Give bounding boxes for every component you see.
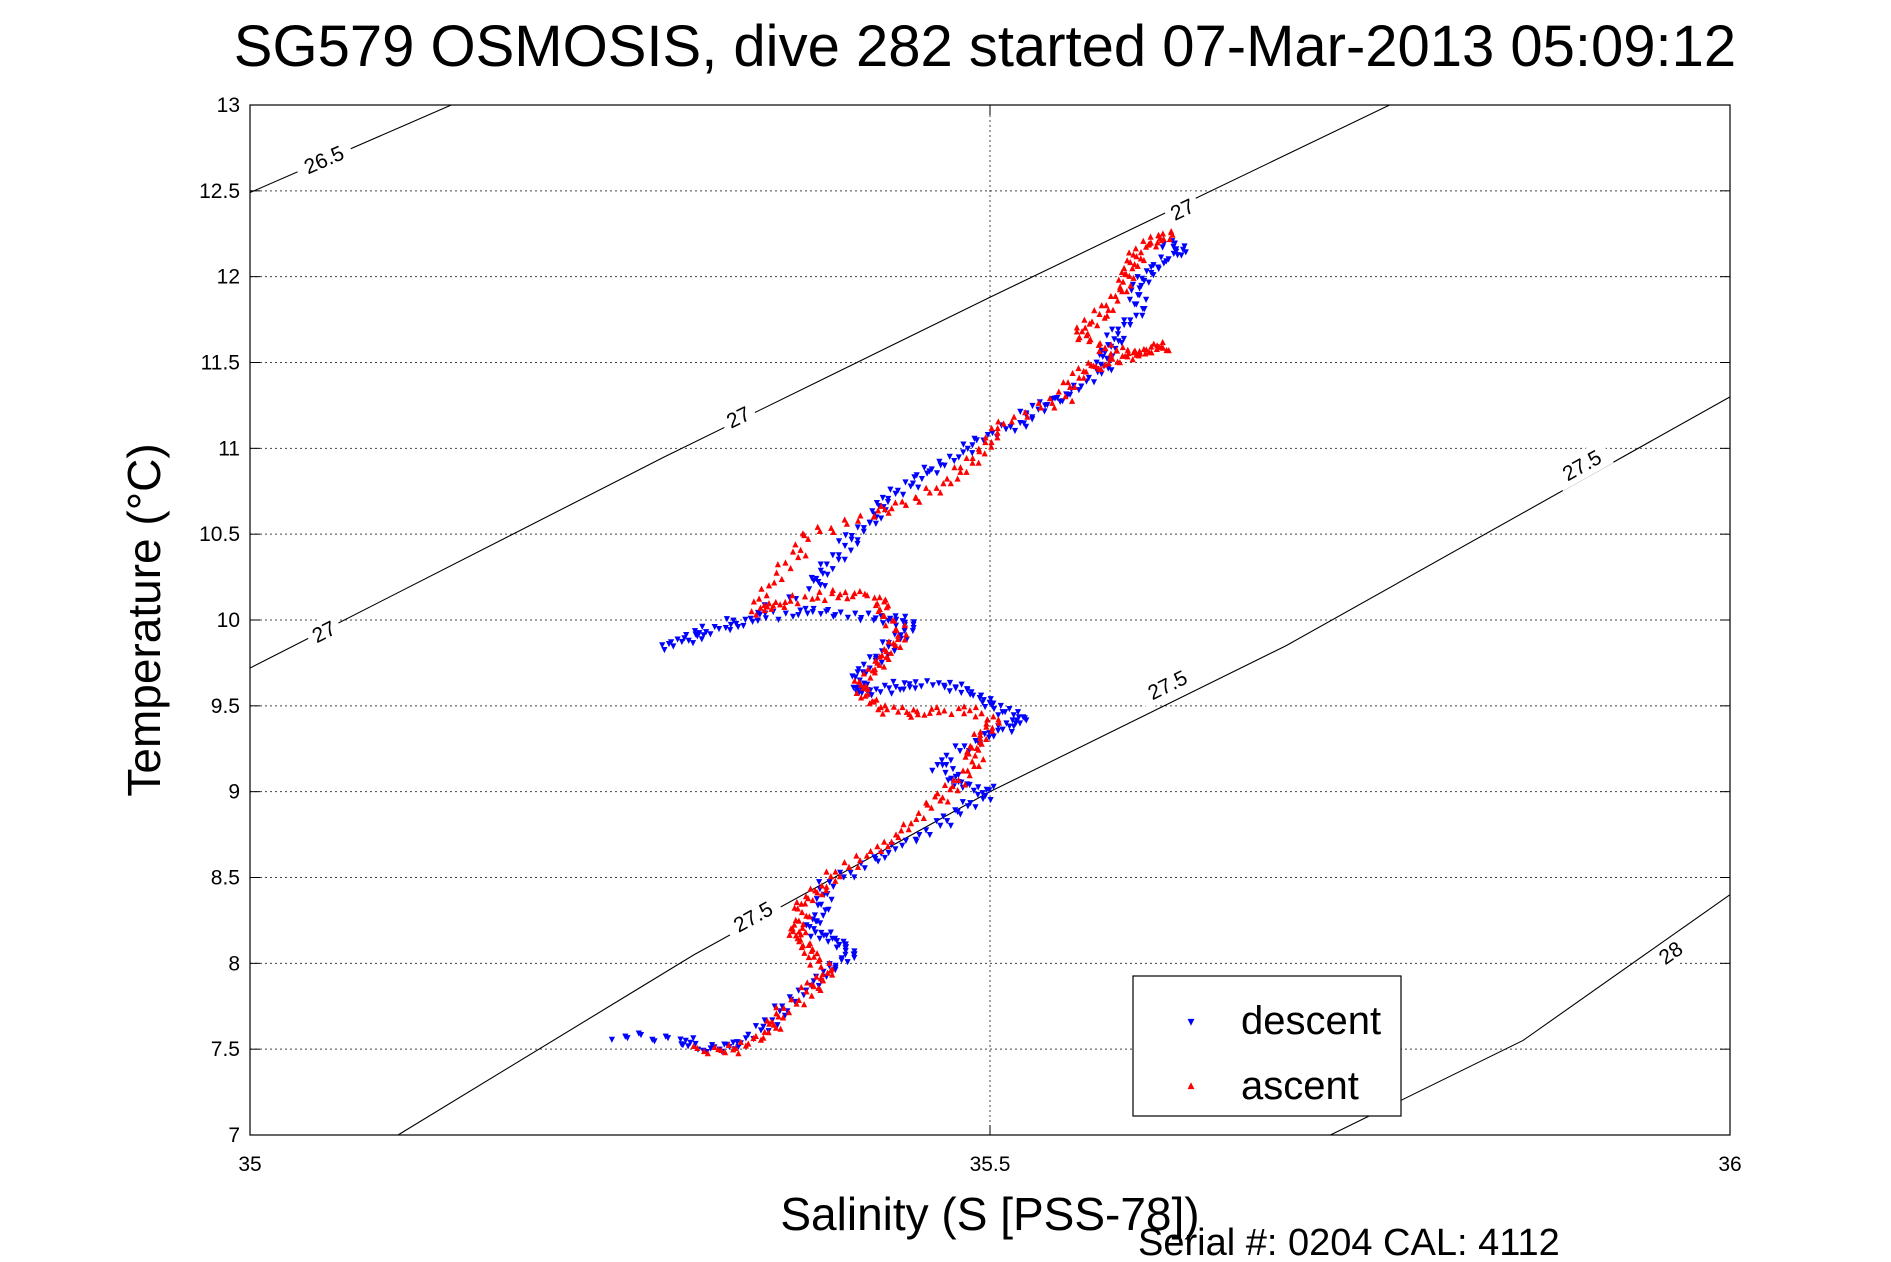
contour-label-background bbox=[717, 398, 760, 437]
series-ascent-points bbox=[690, 228, 1176, 1057]
contour-label-background bbox=[292, 136, 356, 184]
y-tick-label: 8 bbox=[228, 952, 240, 975]
legend-marker-ascent bbox=[1187, 1082, 1195, 1090]
contour-label-background bbox=[721, 891, 785, 943]
y-tick-label: 10.5 bbox=[199, 523, 240, 546]
axis-ticks: 35 35.5 36 7 7.5 8 8.5 9 9.5 10 10.5 11 11.5 12 12.5 13 bbox=[199, 94, 1742, 1176]
y-axis-title: Temperature (°C) bbox=[118, 443, 170, 796]
y-tick-label: 9 bbox=[228, 781, 240, 804]
contour-label-background bbox=[1161, 190, 1204, 229]
legend-label-ascent: ascent bbox=[1241, 1064, 1359, 1108]
y-tick-label: 12.5 bbox=[199, 180, 240, 203]
legend-box bbox=[1132, 975, 1402, 1117]
contour-label-background bbox=[1550, 439, 1614, 492]
contour-label-background bbox=[1649, 932, 1693, 974]
x-tick-label: 36 bbox=[1718, 1153, 1741, 1176]
chart-title: SG579 OSMOSIS, dive 282 started 07-Mar-2… bbox=[234, 14, 1736, 79]
y-tick-label: 7 bbox=[228, 1124, 240, 1147]
serial-cal-footer: Serial #: 0204 CAL: 4112 bbox=[1138, 1222, 1560, 1262]
legend-label-descent: descent bbox=[1241, 999, 1381, 1043]
contour-label-background bbox=[302, 612, 346, 652]
data-points bbox=[608, 228, 1189, 1057]
legend: descent ascent bbox=[1132, 975, 1402, 1117]
y-tick-label: 11.5 bbox=[201, 352, 240, 375]
y-tick-label: 9.5 bbox=[211, 695, 240, 718]
y-tick-label: 8.5 bbox=[211, 867, 240, 890]
y-tick-label: 13 bbox=[217, 94, 240, 117]
x-tick-label: 35.5 bbox=[970, 1153, 1011, 1176]
y-tick-label: 7.5 bbox=[211, 1038, 240, 1061]
y-tick-label: 11 bbox=[218, 437, 240, 460]
contour-label-background bbox=[1135, 660, 1200, 710]
x-axis-title: Salinity (S [PSS-78]) bbox=[780, 1188, 1199, 1240]
y-tick-label: 12 bbox=[217, 266, 240, 289]
y-tick-label: 10 bbox=[217, 609, 240, 632]
legend-marker-descent bbox=[1187, 1018, 1195, 1026]
x-tick-label: 35 bbox=[238, 1153, 261, 1176]
grid-lines bbox=[250, 105, 1730, 1135]
